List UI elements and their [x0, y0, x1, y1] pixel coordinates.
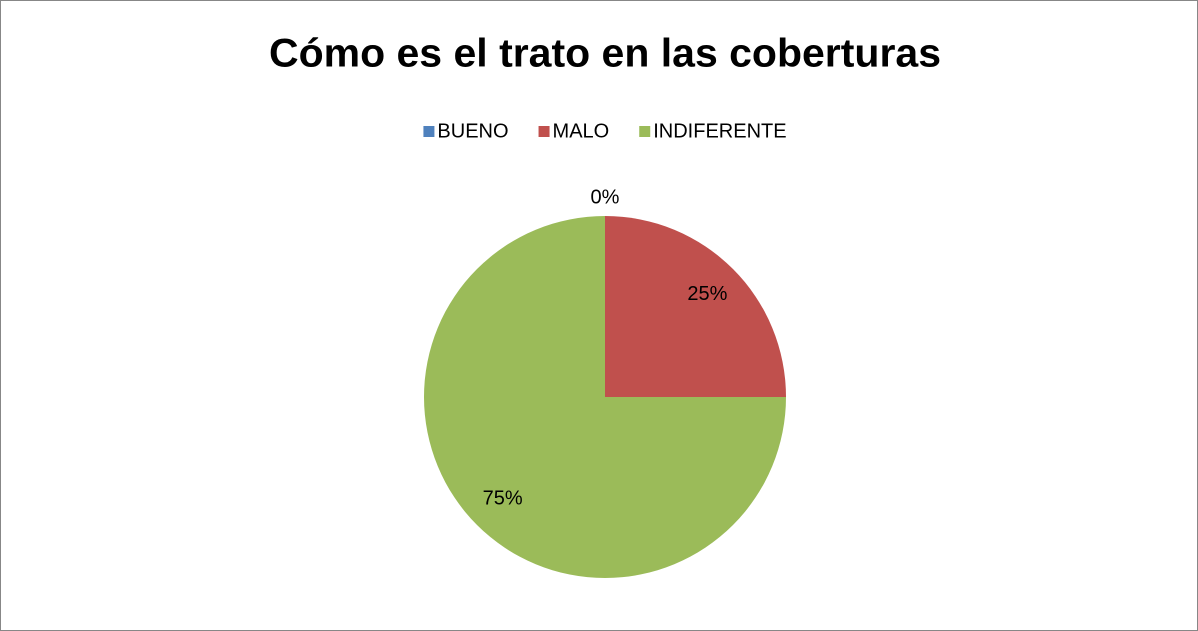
data-label: 75% — [483, 488, 523, 510]
legend-swatch — [423, 126, 435, 137]
legend-label: BUENO — [437, 120, 508, 142]
pie-slice — [424, 216, 786, 578]
legend: BUENO MALO INDIFERENTE — [423, 120, 787, 142]
chart-title: Cómo es el trato en las coberturas — [269, 32, 941, 76]
data-label: 0% — [591, 186, 620, 208]
legend-label: MALO — [553, 120, 610, 142]
legend-swatch — [639, 126, 651, 137]
legend-label: INDIFERENTE — [653, 120, 786, 142]
legend-swatch — [538, 126, 550, 137]
pie-slice — [605, 216, 786, 397]
data-label: 25% — [687, 283, 727, 305]
